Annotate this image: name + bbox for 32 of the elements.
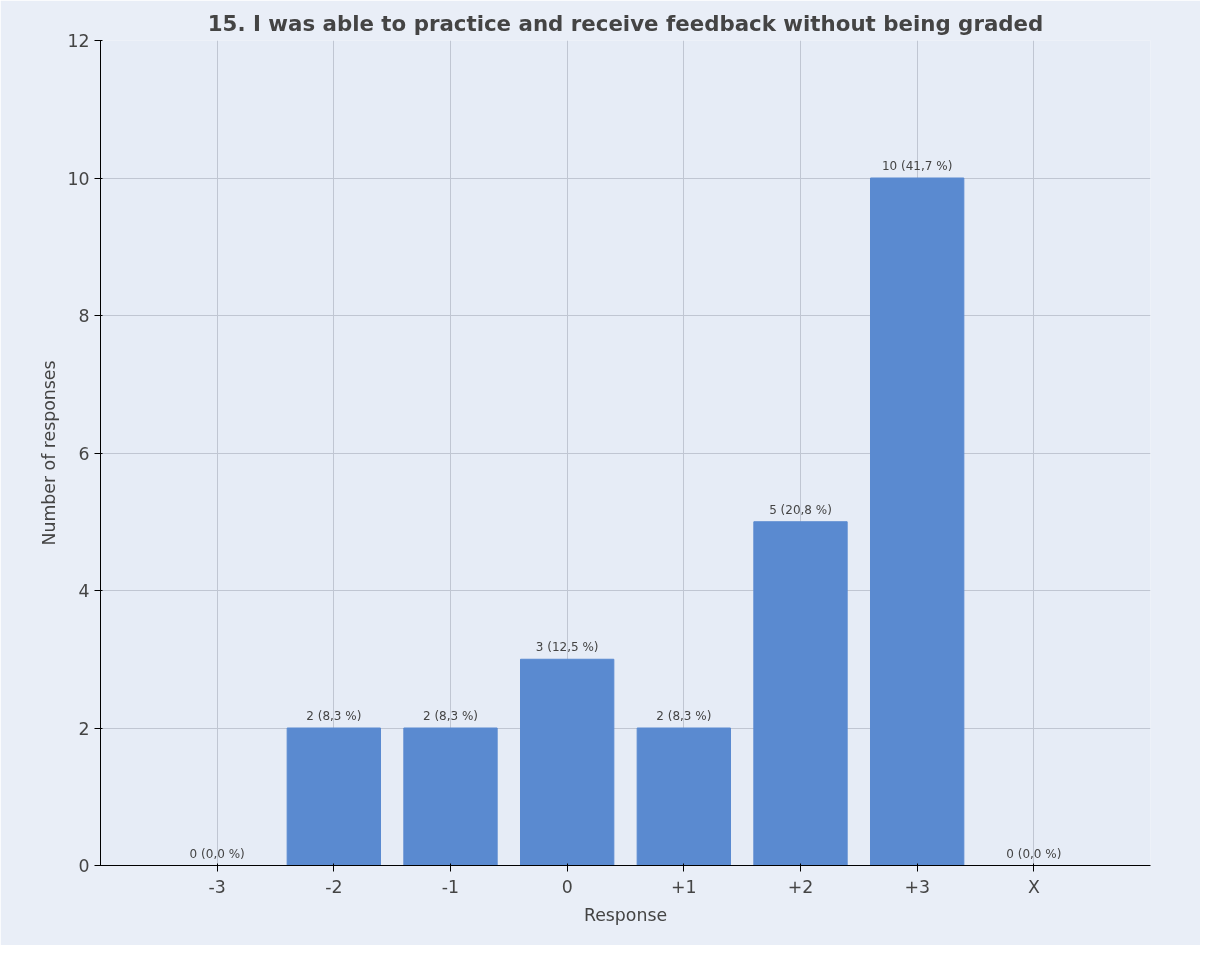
data-label: 2 (8,3 %) (306, 709, 362, 723)
bar (286, 727, 381, 866)
y-tick-label: 4 (78, 581, 90, 601)
data-label: 0 (0,0 %) (1006, 846, 1062, 861)
data-label: 2 (8,3 %) (422, 709, 479, 723)
y-axis-title: Number of responses (39, 360, 60, 546)
y-tick-label: 10 (67, 168, 90, 189)
y-tick-label: 6 (78, 443, 90, 464)
x-tick-label: 0 (561, 876, 573, 897)
x-axis-title: Response (583, 904, 668, 925)
data-label: 5 (20,8 %) (769, 502, 832, 517)
x-tick-label: -1 (441, 876, 460, 897)
bar (636, 727, 731, 866)
x-tick-label: +3 (904, 876, 930, 897)
bar (753, 521, 848, 866)
bar (403, 727, 498, 866)
y-tick-label: 2 (78, 718, 90, 739)
x-tick-label: X (1027, 876, 1040, 897)
x-tick-label: +1 (671, 876, 697, 897)
x-tick-label: +2 (787, 876, 814, 897)
bar (870, 177, 965, 866)
data-label: 3 (12,5 %) (535, 640, 599, 655)
bar (520, 658, 615, 866)
y-tick-label: 8 (78, 306, 90, 326)
data-label: 2 (8,3 %) (656, 709, 712, 723)
x-tick-label: -2 (325, 876, 343, 897)
y-tick-label: 12 (67, 31, 90, 51)
chart-title: 15. I was able to practice and receive feedback without being graded (207, 10, 1044, 36)
data-label: 0 (0,0 %) (189, 846, 245, 861)
y-tick-label: 0 (78, 856, 90, 876)
data-label: 10 (41,7 %) (881, 159, 953, 173)
x-tick-label: -3 (208, 876, 226, 897)
